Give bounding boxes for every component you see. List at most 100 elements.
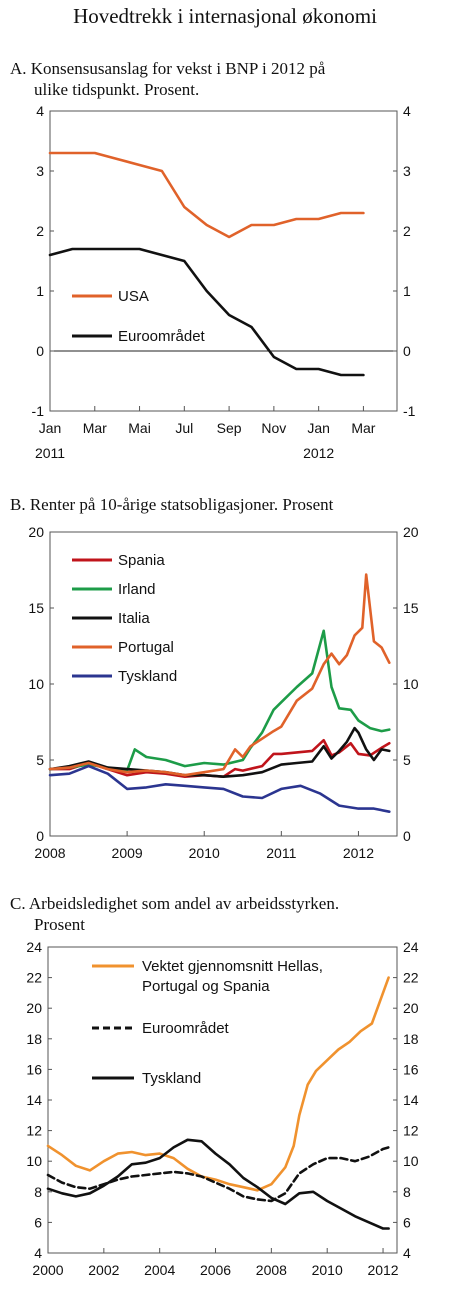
- series-line-vektet-gjennomsnitt-hellas: [46, 976, 390, 1192]
- y-tick-label-right: 20: [403, 1000, 419, 1016]
- y-tick-label-left: 4: [34, 1245, 42, 1261]
- y-tick-label-right: 0: [403, 828, 411, 844]
- y-tick-label-right: 1: [403, 283, 411, 299]
- legend-label: Portugal: [118, 639, 174, 656]
- page-title: Hovedtrekk i internasjonal økonomi: [73, 4, 377, 28]
- x-tick-label: Mar: [351, 420, 375, 436]
- y-tick-label-right: 5: [403, 752, 411, 768]
- x-tick-label: 2002: [88, 1262, 119, 1278]
- y-tick-label-right: -1: [403, 403, 416, 419]
- y-tick-label-left: 6: [34, 1214, 42, 1230]
- chart-a: -1 -1 0 0 1 1 2 2 3 3 4 4 Jan Mar Mai Jul Sep Nov Jan Mar 20…: [32, 103, 416, 461]
- x-year-label: 2011: [35, 445, 65, 461]
- legend-label: Tyskland: [142, 1070, 201, 1087]
- series-line-portugal: [48, 573, 391, 777]
- y-tick-label-left: 0: [36, 343, 44, 359]
- y-tick-label-right: 4: [403, 103, 411, 119]
- y-tick-label-right: 18: [403, 1031, 419, 1047]
- series-line-irland: [48, 629, 391, 772]
- y-tick-label-right: 3: [403, 163, 411, 179]
- y-tick-label-right: 12: [403, 1123, 419, 1139]
- x-tick-label: 2012: [367, 1262, 398, 1278]
- legend-label: Euroområdet: [142, 1020, 230, 1037]
- x-tick-label: 2006: [200, 1262, 231, 1278]
- x-tick-label: Mai: [128, 420, 151, 436]
- y-tick-label-left: 16: [26, 1061, 42, 1077]
- x-tick-label: Jan: [307, 420, 330, 436]
- y-tick-label-right: 10: [403, 1153, 419, 1169]
- series-line-tyskland: [46, 1138, 390, 1230]
- x-tick-label: Jan: [39, 420, 62, 436]
- y-tick-label-left: 10: [26, 1153, 42, 1169]
- x-tick-label: 2008: [256, 1262, 287, 1278]
- legend-label: Irland: [118, 581, 156, 598]
- y-tick-label-left: 3: [36, 163, 44, 179]
- plot-frame: [49, 110, 398, 412]
- chart-c: 4 4 6 6 8 8 10 10 12 12 14 14 16 16 18 18 20 20 22 22 24 24 20…: [26, 939, 419, 1278]
- x-tick-label: 2009: [112, 845, 143, 861]
- panel-b-title-line1: B. Renter på 10-årige statsobligasjoner.…: [10, 495, 334, 514]
- chart-b: 0 0 5 5 10 10 15 15 20 20 2008 2009 2010 2011 2012 Span…: [28, 524, 419, 861]
- y-tick-label-left: 0: [36, 828, 44, 844]
- legend-label: Euroområdet: [118, 328, 206, 345]
- x-tick-label: Mar: [83, 420, 107, 436]
- plot-frame: [49, 531, 398, 837]
- y-tick-label-left: 12: [26, 1123, 42, 1139]
- series-line-italia: [48, 726, 391, 778]
- x-tick-label: 2012: [343, 845, 374, 861]
- y-tick-label-left: 14: [26, 1092, 42, 1108]
- legend-label: Italia: [118, 610, 150, 627]
- x-tick-label: Sep: [217, 420, 242, 436]
- y-tick-label-left: 20: [26, 1000, 42, 1016]
- y-tick-label-right: 15: [403, 600, 419, 616]
- y-tick-label-right: 22: [403, 970, 419, 986]
- x-tick-label: Jul: [175, 420, 193, 436]
- x-year-label: 2012: [303, 445, 334, 461]
- series-line-euroomr-det: [48, 247, 365, 377]
- x-tick-label: 2010: [189, 845, 220, 861]
- x-tick-label: 2010: [312, 1262, 343, 1278]
- legend-label: USA: [118, 288, 149, 305]
- series-line-usa: [48, 151, 365, 239]
- y-tick-label-left: 10: [28, 676, 44, 692]
- x-tick-label: 2000: [32, 1262, 63, 1278]
- y-tick-label-right: 2: [403, 223, 411, 239]
- y-tick-label-left: -1: [32, 403, 45, 419]
- panel-c-title-line1: C. Arbeidsledighet som andel av arbeidss…: [10, 894, 340, 913]
- panel-a-title: A. Konsensusanslag for vekst i BNP i 201…: [10, 58, 325, 100]
- x-tick-label: 2011: [266, 845, 296, 861]
- series-line-spania: [48, 738, 391, 778]
- x-tick-label: Nov: [261, 420, 286, 436]
- y-tick-label-left: 20: [28, 524, 44, 540]
- legend-label: Spania: [118, 552, 165, 569]
- series-line-tyskland: [48, 764, 391, 813]
- y-tick-label-left: 18: [26, 1031, 42, 1047]
- y-tick-label-left: 8: [34, 1184, 42, 1200]
- y-tick-label-left: 4: [36, 103, 44, 119]
- panel-a-title-line1: A. Konsensusanslag for vekst i BNP i 201…: [10, 59, 326, 78]
- y-tick-label-left: 15: [28, 600, 44, 616]
- panel-c-title: C. Arbeidsledighet som andel av arbeidss…: [10, 893, 339, 935]
- y-tick-label-right: 0: [403, 343, 411, 359]
- panel-c-title-line2: Prosent: [34, 915, 85, 934]
- panel-b-title: B. Renter på 10-årige statsobligasjoner.…: [10, 494, 333, 515]
- y-tick-label-right: 4: [403, 1245, 411, 1261]
- y-tick-label-left: 5: [36, 752, 44, 768]
- legend-label-line2: Portugal og Spania: [142, 978, 270, 995]
- y-tick-label-left: 24: [26, 939, 42, 955]
- y-tick-label-right: 16: [403, 1061, 419, 1077]
- x-tick-label: 2004: [144, 1262, 175, 1278]
- y-tick-label-left: 2: [36, 223, 44, 239]
- legend-label: Tyskland: [118, 668, 177, 685]
- panel-a-title-line2: ulike tidspunkt. Prosent.: [34, 80, 200, 99]
- y-tick-label-right: 20: [403, 524, 419, 540]
- x-tick-label: 2008: [34, 845, 65, 861]
- y-tick-label-left: 22: [26, 970, 42, 986]
- y-tick-label-right: 6: [403, 1214, 411, 1230]
- y-tick-label-right: 8: [403, 1184, 411, 1200]
- legend-label: Vektet gjennomsnitt Hellas,: [142, 958, 323, 975]
- y-tick-label-left: 1: [36, 283, 44, 299]
- y-tick-label-right: 14: [403, 1092, 419, 1108]
- y-tick-label-right: 10: [403, 676, 419, 692]
- y-tick-label-right: 24: [403, 939, 419, 955]
